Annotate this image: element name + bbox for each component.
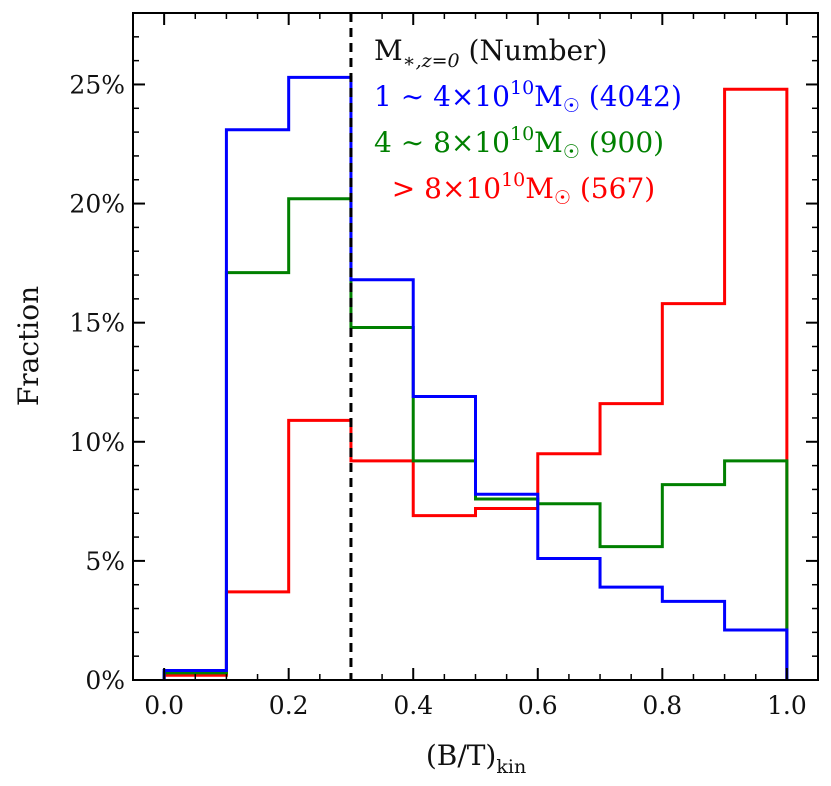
legend-title-main: M: [374, 34, 403, 67]
x-axis-title-subscript: kin: [496, 756, 526, 778]
x-tick-label: 0.6: [518, 691, 558, 720]
y-tick-label: 10%: [69, 428, 125, 457]
ticks-layer: 0.0 0.2 0.4 0.6 0.8 1.0 0% 5% 10% 15% 20% 25%: [69, 13, 818, 720]
x-tick-label: 0.0: [144, 691, 184, 720]
y-tick-label: 25%: [69, 70, 125, 99]
legend-entry-1-prefix: 1 ∼ 4×10: [374, 80, 510, 113]
legend-title-sub: ∗,z=0: [403, 50, 460, 72]
legend-entry-2-exp: 10: [510, 123, 534, 145]
x-axis-title-main: (B/T): [426, 739, 497, 772]
y-tick-label: 5%: [85, 547, 125, 576]
x-tick-label: 0.8: [642, 691, 682, 720]
legend-entry-1: 1 ∼ 4×1010M☉ (4042): [374, 77, 682, 117]
legend-entry-3-count: (567): [571, 172, 655, 205]
legend-entry-2-unit: M: [534, 126, 563, 159]
x-tick-label: 0.2: [269, 691, 309, 720]
legend-title: M∗,z=0 (Number): [374, 34, 607, 72]
plot-frame: [132, 12, 819, 681]
legend-title-rest: (Number): [460, 34, 608, 67]
legend-entry-2-sun: ☉: [563, 141, 580, 163]
legend-entry-1-sun: ☉: [563, 95, 580, 117]
legend: M∗,z=0 (Number) 1 ∼ 4×1010M☉ (4042) 4 ∼ …: [374, 34, 682, 209]
legend-entry-2-count: (900): [580, 126, 664, 159]
legend-entry-2-prefix: 4 ∼ 8×10: [374, 126, 510, 159]
y-tick-label: 15%: [69, 309, 125, 338]
legend-entry-1-unit: M: [534, 80, 563, 113]
y-tick-label: 0%: [85, 666, 125, 695]
legend-entry-3-unit: M: [525, 172, 554, 205]
y-tick-label: 20%: [69, 190, 125, 219]
legend-entry-2: 4 ∼ 8×1010M☉ (900): [374, 123, 664, 163]
legend-entry-3-sun: ☉: [554, 187, 571, 209]
legend-entry-1-count: (4042): [580, 80, 682, 113]
x-tick-label: 0.4: [393, 691, 433, 720]
series-step-3: [162, 87, 789, 680]
x-tick-label: 1.0: [767, 691, 807, 720]
legend-entry-1-exp: 10: [510, 77, 534, 99]
series-step-1: [162, 75, 789, 680]
x-axis-title: (B/T)kin: [426, 739, 526, 778]
legend-entry-3-exp: 10: [501, 169, 525, 191]
series-layer: [162, 75, 789, 680]
legend-entry-3: > 8×1010M☉ (567): [374, 169, 655, 209]
y-axis-title: Fraction: [12, 286, 45, 406]
legend-entry-3-prefix: > 8×10: [374, 172, 501, 205]
